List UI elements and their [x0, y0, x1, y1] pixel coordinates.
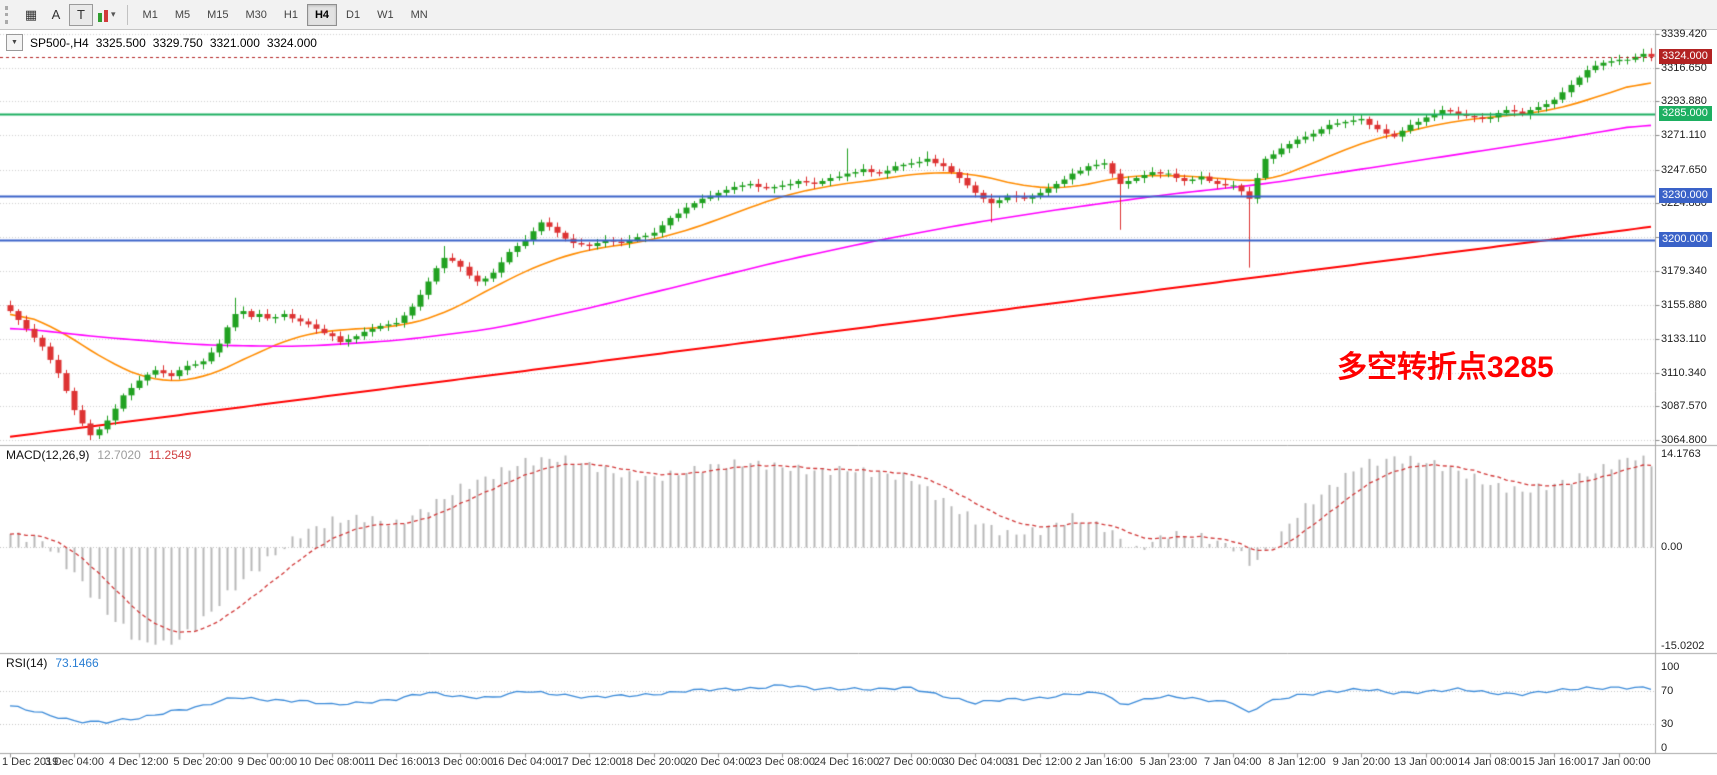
- price-chart-canvas[interactable]: [0, 30, 1717, 775]
- time-label: 9 Dec 00:00: [237, 756, 298, 768]
- price-tick-label: 3110.340: [1661, 366, 1707, 379]
- candlestick-icon: [98, 8, 108, 22]
- symbol-dropdown-button[interactable]: ▼: [6, 34, 23, 51]
- time-label: 5 Jan 23:00: [1139, 756, 1198, 768]
- time-label: 4 Dec 12:00: [109, 756, 169, 768]
- time-label: 15 Jan 16:00: [1522, 756, 1587, 768]
- time-label: 23 Dec 08:00: [749, 756, 815, 768]
- price-tag-3230.000: 3230.000: [1659, 187, 1712, 203]
- macd-scale-label: 0.00: [1661, 541, 1683, 554]
- toolbar-separator: [126, 4, 128, 25]
- price-tick-label: 3339.420: [1661, 28, 1707, 40]
- timeframe-button-m1[interactable]: M1: [135, 4, 166, 26]
- price-tick-label: 3087.570: [1661, 400, 1707, 413]
- time-label: 24 Dec 16:00: [813, 756, 880, 768]
- time-label: 20 Dec 04:00: [685, 756, 751, 768]
- price-tag-3324.000: 3324.000: [1659, 48, 1712, 64]
- grid-icon: ▦: [24, 6, 38, 22]
- rsi-scale-label: 100: [1661, 661, 1680, 673]
- timeframe-button-m15[interactable]: M15: [199, 4, 236, 26]
- time-label: 18 Dec 20:00: [620, 756, 687, 768]
- toolbar: ▦ A T ▾ M1 M5 M15 M30 H1 H4 D1 W1 MN: [0, 0, 1717, 30]
- time-label: 31 Dec 12:00: [1006, 756, 1073, 768]
- macd-scale-label: -15.0202: [1661, 640, 1705, 652]
- price-tag-3200.000: 3200.000: [1659, 232, 1712, 248]
- price-tag-3285.000: 3285.000: [1659, 106, 1712, 122]
- caret-down-icon: ▾: [111, 9, 116, 19]
- timeframe-button-h4[interactable]: H4: [306, 3, 338, 26]
- price-tick-label: 3155.880: [1661, 299, 1707, 312]
- time-axis[interactable]: 1 Dec 2019 3 Dec 04:00 4 Dec 12:00 5 Dec 20…: [0, 755, 1655, 775]
- price-tick-label: 3064.800: [1661, 434, 1707, 446]
- time-label: 8 Jan 12:00: [1268, 756, 1326, 768]
- toolbar-grip[interactable]: [5, 5, 12, 24]
- time-label: 10 Dec 08:00: [299, 756, 365, 768]
- timeframe-button-m5[interactable]: M5: [167, 4, 198, 26]
- time-label: 13 Dec 00:00: [427, 756, 494, 768]
- time-label: 3 Dec 04:00: [44, 756, 105, 768]
- time-label: 1 Dec 2019: [2, 756, 59, 768]
- time-label: 7 Jan 04:00: [1203, 756, 1262, 768]
- time-label: 14 Jan 08:00: [1458, 756, 1522, 768]
- price-axis[interactable]: 3339.420 3316.650 3293.880 3271.110 3247.650…: [1659, 28, 1717, 754]
- price-tick-label: 3271.110: [1661, 128, 1707, 141]
- rsi-scale-label: 30: [1661, 717, 1674, 730]
- time-label: 17 Dec 12:00: [556, 756, 622, 768]
- price-tick-label: 3316.650: [1661, 61, 1707, 74]
- time-label: 30 Dec 04:00: [942, 756, 1008, 768]
- rsi-scale-label: 0: [1661, 742, 1668, 754]
- chart-style-button[interactable]: ▾: [94, 4, 120, 26]
- time-label: 27 Dec 00:00: [878, 756, 944, 768]
- price-tick-label: 3179.340: [1661, 264, 1707, 277]
- time-label: 17 Jan 00:00: [1586, 756, 1651, 768]
- time-label: 5 Dec 20:00: [173, 756, 233, 768]
- font-tool-button[interactable]: A: [44, 4, 68, 26]
- macd-scale-label: 14.1763: [1661, 448, 1701, 460]
- timeframe-button-d1[interactable]: D1: [338, 4, 368, 26]
- time-label: 13 Jan 00:00: [1393, 756, 1458, 768]
- price-tick-label: 3293.880: [1661, 95, 1707, 108]
- time-label: 16 Dec 04:00: [492, 756, 558, 768]
- timeframe-group: M1 M5 M15 M30 H1 H4 D1 W1 MN: [135, 3, 436, 26]
- triangle-down-icon: ▼: [11, 39, 18, 46]
- time-label: 2 Jan 16:00: [1075, 756, 1133, 768]
- timeframe-button-m30[interactable]: M30: [238, 4, 275, 26]
- time-label: 9 Jan 20:00: [1332, 756, 1391, 768]
- price-tick-label: 3247.650: [1661, 163, 1707, 176]
- timeframe-button-h1[interactable]: H1: [276, 4, 306, 26]
- price-tick-label: 3133.110: [1661, 333, 1707, 345]
- time-label: 11 Dec 16:00: [363, 756, 429, 768]
- text-tool-button[interactable]: T: [69, 3, 93, 26]
- grid-tool-button[interactable]: ▦: [19, 4, 43, 26]
- timeframe-button-mn[interactable]: MN: [403, 4, 436, 26]
- rsi-scale-label: 70: [1661, 685, 1674, 698]
- timeframe-button-w1[interactable]: W1: [369, 4, 402, 26]
